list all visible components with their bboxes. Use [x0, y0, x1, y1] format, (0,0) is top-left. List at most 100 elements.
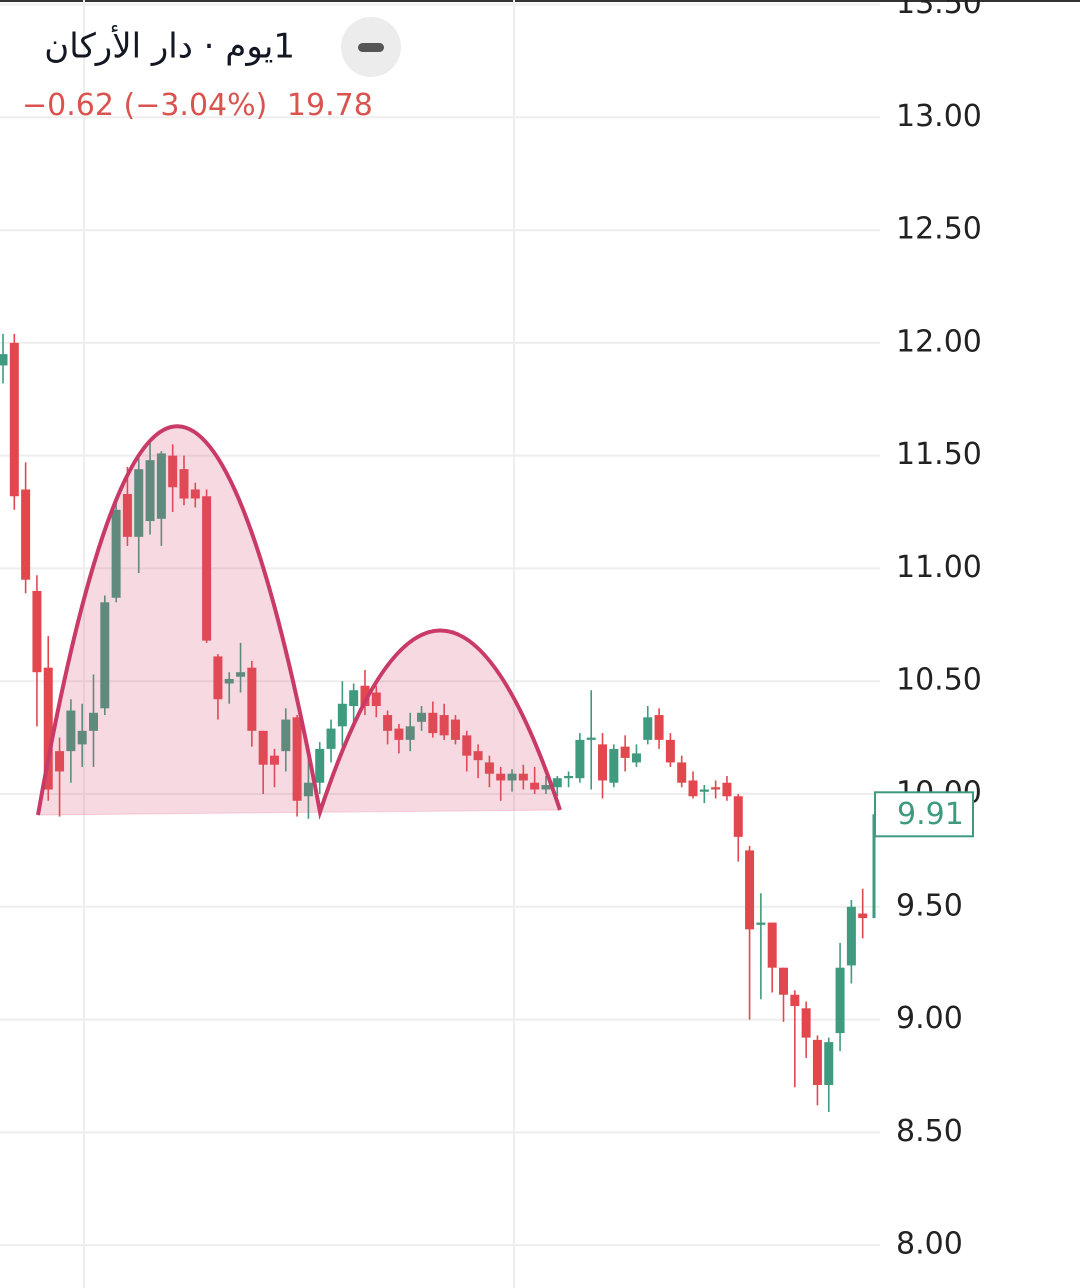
- candle-body: [179, 469, 189, 499]
- candle-body: [315, 748, 325, 783]
- last-price-label: 9.91: [897, 797, 964, 832]
- candle-body: [846, 906, 856, 966]
- remove-button[interactable]: [341, 17, 401, 77]
- candle-body: [337, 703, 347, 727]
- candle-body: [269, 755, 279, 765]
- candle-body: [371, 692, 381, 707]
- candle-body: [518, 773, 528, 781]
- candle-body: [496, 773, 506, 781]
- candle-body: [405, 726, 415, 740]
- candle-body: [824, 1042, 834, 1085]
- candle-body: [122, 493, 132, 537]
- cup-base: [37, 809, 561, 816]
- candle-body: [281, 719, 291, 752]
- y-tick-label: 8.00: [896, 1227, 963, 1262]
- candle-body: [654, 715, 664, 740]
- y-tick-label: 10.50: [896, 663, 982, 698]
- candle-body: [134, 469, 144, 537]
- candle-body: [688, 780, 698, 797]
- candle-body: [872, 814, 876, 919]
- candle-body: [349, 690, 359, 707]
- candle-body: [541, 784, 551, 790]
- candle-body: [450, 719, 460, 740]
- candle-body: [156, 453, 166, 519]
- minus-icon: [358, 43, 384, 52]
- candle-body: [145, 460, 155, 522]
- candle-body: [507, 773, 517, 781]
- candle-body: [168, 455, 178, 488]
- candle-body: [631, 753, 641, 763]
- y-tick-label: 11.50: [896, 437, 982, 472]
- candle-body: [66, 710, 76, 752]
- y-tick-label: 13.50: [896, 0, 982, 21]
- candle-body: [699, 789, 709, 792]
- candle-body: [620, 746, 630, 758]
- candle-body: [835, 967, 845, 1034]
- candle-body: [417, 712, 427, 722]
- candle-body: [643, 717, 653, 740]
- candle-body: [767, 922, 777, 968]
- candle-body: [530, 782, 540, 790]
- candle-body: [439, 715, 449, 736]
- candle-body: [552, 778, 562, 788]
- change: −0.62: [22, 88, 114, 123]
- candle-body: [484, 762, 494, 774]
- candle-body: [303, 782, 313, 797]
- candle-body: [326, 728, 336, 749]
- candle-body: [677, 762, 687, 783]
- candle-body: [858, 913, 868, 919]
- candle-body: [564, 775, 574, 779]
- candle-body: [247, 667, 257, 731]
- candle-body: [790, 994, 800, 1007]
- candle-body: [9, 342, 19, 497]
- candle-body: [586, 737, 596, 740]
- candle-body: [598, 744, 608, 781]
- candle-body: [236, 672, 246, 677]
- candle-body: [190, 489, 200, 499]
- cup-outline: [36, 424, 562, 820]
- y-tick-label: 12.50: [896, 212, 982, 247]
- chart-title: 1يوم · دار الأركان: [44, 25, 295, 67]
- last-price-box: [874, 791, 974, 838]
- candle-body: [77, 730, 87, 745]
- y-tick-label: 8.50: [896, 1114, 963, 1149]
- candle-body: [711, 787, 721, 790]
- candle-body: [609, 748, 619, 783]
- y-tick-label: 9.50: [896, 888, 963, 923]
- candle-body: [111, 509, 121, 598]
- candle-body: [292, 717, 302, 801]
- candle-body: [779, 967, 789, 995]
- candle-body: [812, 1039, 822, 1085]
- change-percent: (−3.04%): [123, 88, 267, 123]
- candle-body: [756, 922, 766, 925]
- pattern-drawing: [36, 424, 562, 820]
- candle-body: [21, 489, 31, 580]
- candle-body: [100, 602, 110, 709]
- candle-body: [32, 590, 42, 673]
- candle-body: [462, 735, 472, 756]
- candle-body: [224, 678, 234, 684]
- candle-body: [801, 1008, 811, 1038]
- candle-body: [575, 739, 585, 779]
- candle-body: [383, 715, 393, 731]
- candle-body: [43, 667, 53, 790]
- candle-body: [665, 739, 675, 763]
- candle-body: [213, 656, 223, 700]
- candle-body: [88, 712, 98, 731]
- candle-body: [428, 712, 438, 734]
- candle-body: [258, 730, 268, 765]
- candle-body: [473, 751, 483, 761]
- y-tick-label: 9.00: [896, 1001, 963, 1036]
- candle-body: [745, 850, 755, 930]
- candle-body: [360, 685, 370, 707]
- candle-body: [55, 751, 65, 772]
- candle-body: [202, 496, 212, 641]
- price-line: −0.62 (−3.04%) 19.78: [22, 88, 373, 123]
- candle-body: [0, 354, 8, 366]
- candle-body: [722, 782, 732, 797]
- y-tick-label: 13.00: [896, 99, 982, 134]
- price: 19.78: [287, 88, 373, 123]
- y-tick-label: 12.00: [896, 324, 982, 359]
